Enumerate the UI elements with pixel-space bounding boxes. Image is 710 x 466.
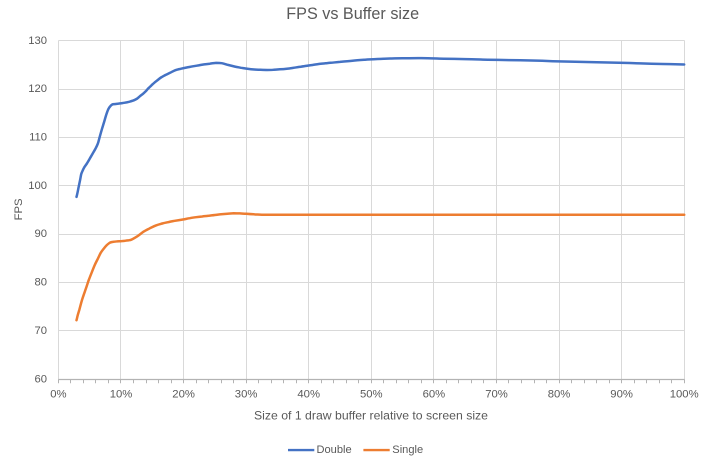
svg-text:70%: 70% <box>485 388 508 400</box>
svg-text:20%: 20% <box>172 388 195 400</box>
svg-text:90%: 90% <box>610 388 633 400</box>
svg-text:0%: 0% <box>50 388 66 400</box>
svg-text:Single: Single <box>392 444 423 456</box>
svg-text:80%: 80% <box>548 388 571 400</box>
svg-text:Double: Double <box>317 444 352 456</box>
svg-text:70: 70 <box>34 325 47 337</box>
svg-text:50%: 50% <box>360 388 383 400</box>
svg-text:100%: 100% <box>670 388 699 400</box>
svg-text:Size of 1 draw buffer relative: Size of 1 draw buffer relative to screen… <box>254 409 488 423</box>
svg-text:10%: 10% <box>110 388 133 400</box>
svg-text:100: 100 <box>28 180 47 192</box>
svg-text:30%: 30% <box>235 388 258 400</box>
svg-text:60: 60 <box>34 373 47 385</box>
svg-text:FPS vs Buffer size: FPS vs Buffer size <box>286 5 419 23</box>
svg-text:130: 130 <box>28 35 47 47</box>
svg-text:FPS: FPS <box>13 198 25 220</box>
svg-text:110: 110 <box>29 132 47 144</box>
svg-text:90: 90 <box>34 228 47 240</box>
svg-text:80: 80 <box>34 277 47 289</box>
svg-text:40%: 40% <box>297 388 320 400</box>
svg-text:120: 120 <box>28 83 47 95</box>
svg-text:60%: 60% <box>423 388 446 400</box>
